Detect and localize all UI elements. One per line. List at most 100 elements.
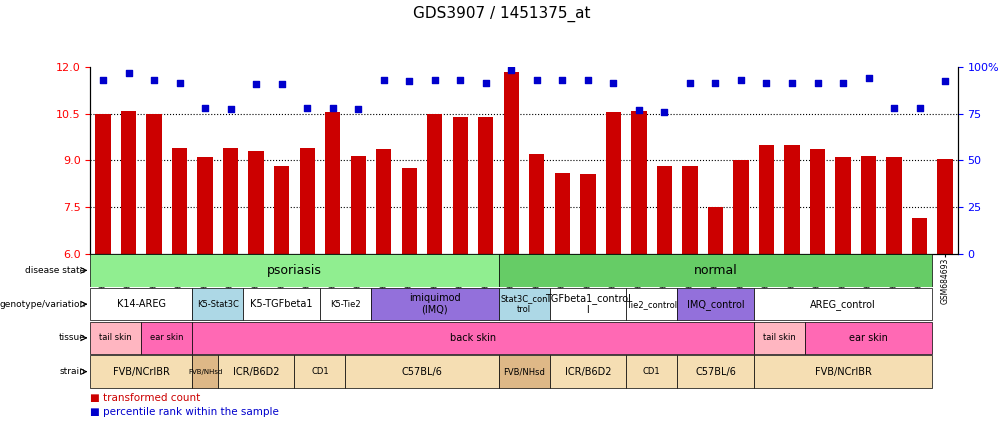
Bar [937, 159, 952, 254]
Bar [911, 218, 926, 254]
Text: ■ transformed count: ■ transformed count [90, 393, 200, 404]
Text: K14-AREG: K14-AREG [116, 299, 165, 309]
Bar [401, 168, 417, 254]
Bar [549, 356, 625, 388]
Point [758, 79, 774, 86]
Bar [625, 288, 676, 320]
Point [376, 76, 392, 83]
Bar [886, 157, 901, 254]
Point [146, 76, 162, 83]
Point [655, 109, 671, 116]
Point [325, 104, 341, 111]
Point [835, 79, 851, 86]
Bar [376, 150, 391, 254]
Bar [554, 173, 569, 254]
Point [860, 74, 876, 81]
Bar [549, 288, 625, 320]
Bar [753, 356, 932, 388]
Bar [753, 288, 932, 320]
Text: strain: strain [59, 367, 85, 376]
Bar [217, 356, 295, 388]
Point [247, 81, 264, 88]
Text: imiquimod
(IMQ): imiquimod (IMQ) [409, 293, 460, 315]
Text: K5-TGFbeta1: K5-TGFbeta1 [250, 299, 313, 309]
Text: TGFbeta1_control
l: TGFbeta1_control l [544, 293, 630, 315]
Text: K5-Stat3C: K5-Stat3C [196, 300, 238, 309]
Bar [835, 157, 850, 254]
Point [222, 106, 238, 113]
Point [452, 76, 468, 83]
Point [120, 70, 136, 77]
Point [171, 79, 187, 86]
Bar [90, 288, 192, 320]
Bar [90, 254, 498, 286]
Bar [222, 148, 238, 254]
Text: GDS3907 / 1451375_at: GDS3907 / 1451375_at [413, 5, 589, 21]
Point [299, 104, 315, 111]
Bar [681, 166, 697, 254]
Bar [809, 150, 825, 254]
Point [554, 76, 570, 83]
Bar [274, 166, 289, 254]
Bar [860, 156, 876, 254]
Point [477, 79, 493, 86]
Text: normal: normal [692, 264, 736, 277]
Text: tail skin: tail skin [99, 333, 132, 342]
Text: tissue: tissue [58, 333, 85, 342]
Bar [605, 112, 620, 254]
Point [706, 79, 722, 86]
Text: ICR/B6D2: ICR/B6D2 [564, 367, 610, 377]
Bar [90, 356, 192, 388]
Point [936, 78, 952, 85]
Bar [171, 148, 187, 254]
Text: Tie2_control: Tie2_control [625, 300, 676, 309]
Text: FVB/NHsd: FVB/NHsd [503, 367, 544, 376]
Text: disease state: disease state [25, 266, 85, 275]
Bar [320, 288, 371, 320]
Bar [90, 322, 141, 354]
Bar [498, 254, 932, 286]
Point [426, 76, 442, 83]
Text: CD1: CD1 [642, 367, 659, 376]
Point [503, 67, 519, 74]
Bar [300, 148, 315, 254]
Bar [630, 111, 646, 254]
Point [95, 76, 111, 83]
Bar [676, 288, 753, 320]
Bar [146, 114, 161, 254]
Point [579, 76, 595, 83]
Text: tail skin: tail skin [763, 333, 795, 342]
Text: ICR/B6D2: ICR/B6D2 [232, 367, 280, 377]
Bar [371, 288, 498, 320]
Bar [498, 288, 549, 320]
Point [885, 104, 901, 111]
Bar [656, 166, 671, 254]
Bar [192, 356, 217, 388]
Text: ear skin: ear skin [849, 333, 887, 343]
Point [681, 79, 697, 86]
Point [528, 76, 544, 83]
Bar [676, 356, 753, 388]
Bar [784, 145, 799, 254]
Point [350, 106, 366, 113]
Text: FVB/NCrIBR: FVB/NCrIBR [113, 367, 169, 377]
Text: ■ percentile rank within the sample: ■ percentile rank within the sample [90, 407, 279, 417]
Text: Stat3C_con
trol: Stat3C_con trol [500, 294, 547, 314]
Bar [452, 117, 468, 254]
Bar [579, 174, 595, 254]
Point [630, 107, 646, 114]
Bar [625, 356, 676, 388]
Text: FVB/NCrIBR: FVB/NCrIBR [814, 367, 871, 377]
Bar [345, 356, 498, 388]
Text: AREG_control: AREG_control [810, 299, 875, 309]
Bar [197, 157, 212, 254]
Point [401, 78, 417, 85]
Text: genotype/variation: genotype/variation [0, 300, 85, 309]
Bar [753, 322, 804, 354]
Text: C57BL/6: C57BL/6 [401, 367, 442, 377]
Text: ear skin: ear skin [150, 333, 183, 342]
Bar [141, 322, 192, 354]
Text: back skin: back skin [450, 333, 496, 343]
Text: IMQ_control: IMQ_control [686, 299, 743, 309]
Bar [503, 72, 518, 254]
